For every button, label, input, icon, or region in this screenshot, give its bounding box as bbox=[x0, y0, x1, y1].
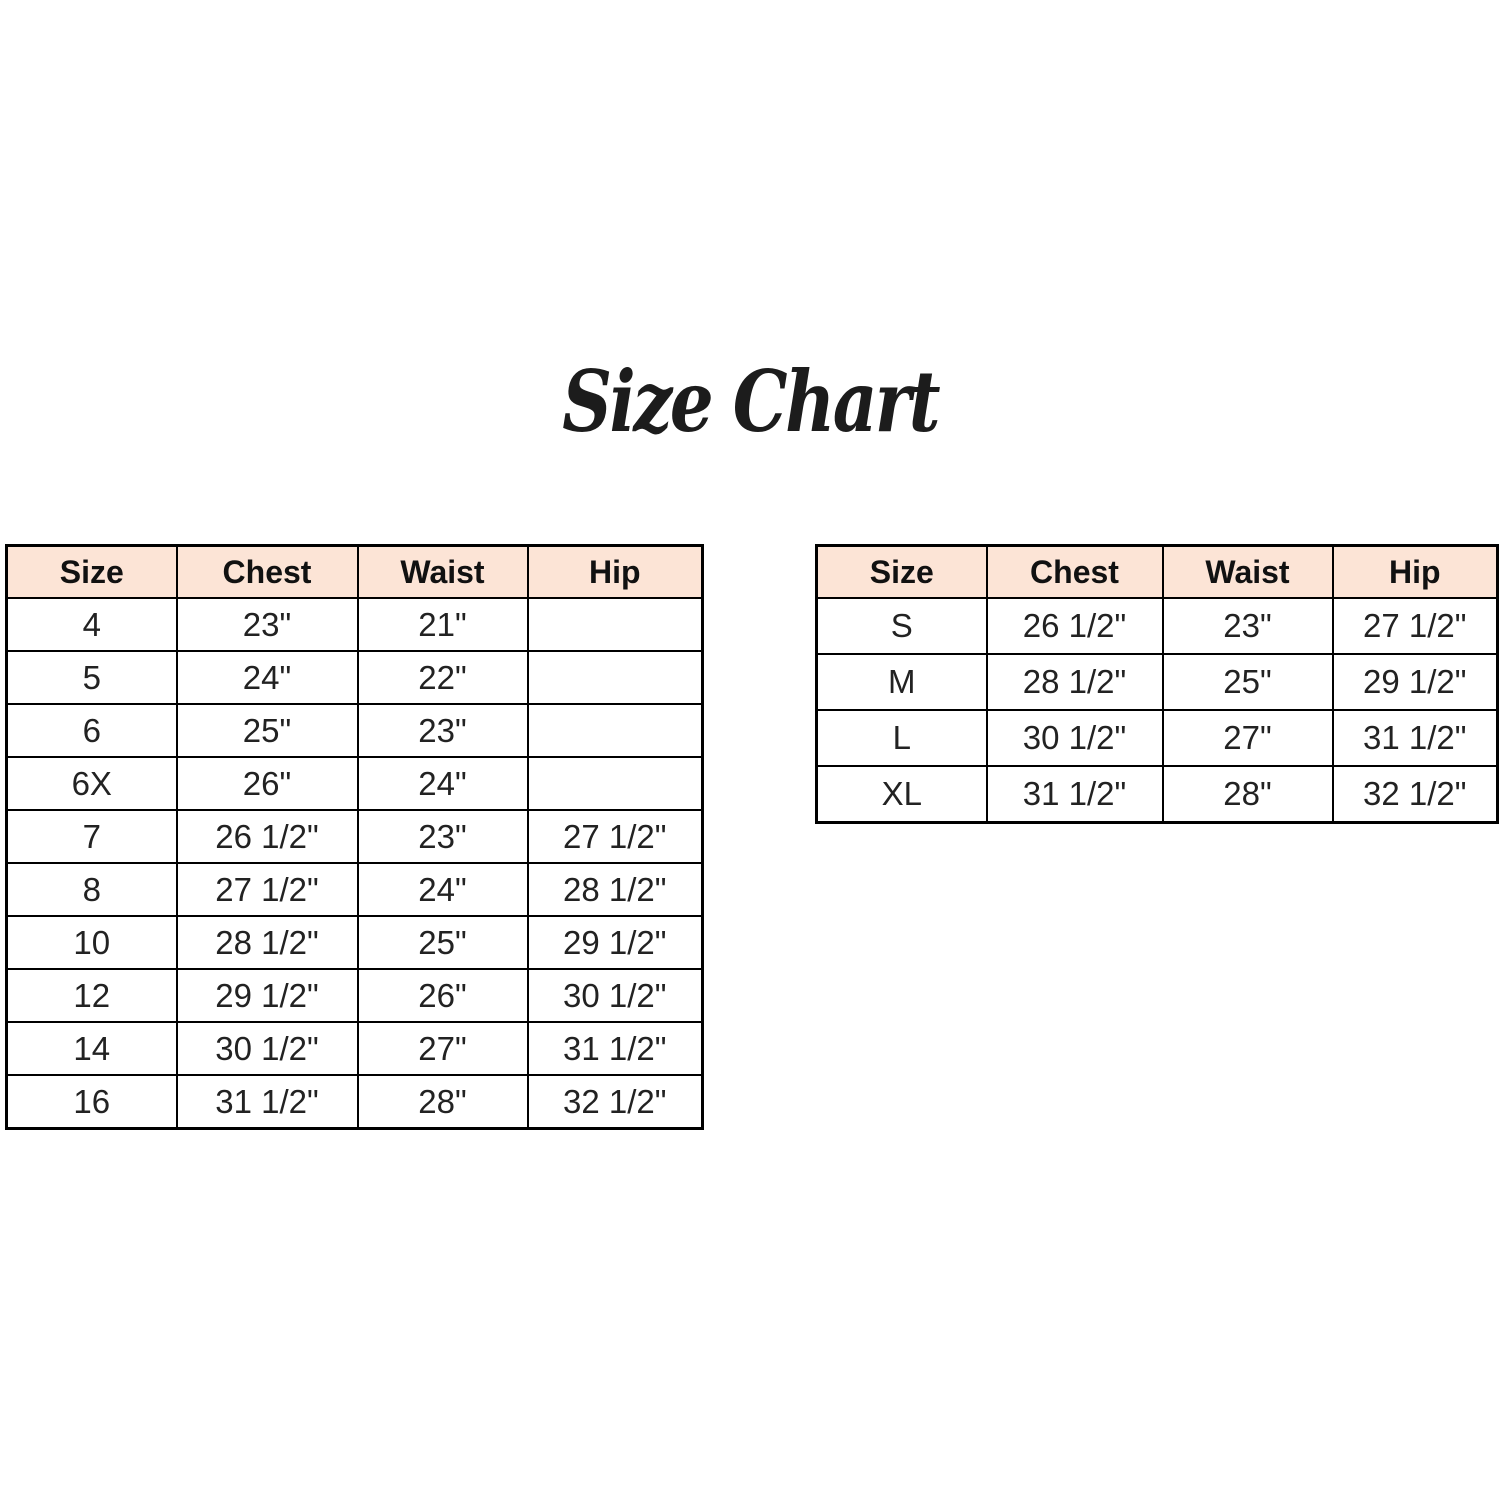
column-header-chest: Chest bbox=[175, 544, 359, 599]
cell-waist: 25" bbox=[1161, 653, 1334, 711]
letter-size-table-body: S 26 1/2" 23" 27 1/2" M 28 1/2" 25" 29 1/2" L 30 … bbox=[815, 597, 1499, 824]
cell-waist: 24" bbox=[356, 756, 529, 811]
cell-hip: 32 1/2" bbox=[526, 1074, 704, 1130]
page-title: Size Chart bbox=[0, 352, 1500, 451]
cell-size: 14 bbox=[5, 1021, 178, 1076]
cell-hip: 27 1/2" bbox=[526, 809, 704, 864]
header-row: Size Chest Waist Hip bbox=[815, 544, 1499, 599]
cell-waist: 24" bbox=[356, 862, 529, 917]
table-row: 16 31 1/2" 28" 32 1/2" bbox=[5, 1074, 704, 1130]
cell-hip: 28 1/2" bbox=[526, 862, 704, 917]
cell-chest: 28 1/2" bbox=[985, 653, 1164, 711]
cell-size: 8 bbox=[5, 862, 178, 917]
header-row: Size Chest Waist Hip bbox=[5, 544, 704, 599]
table-row: L 30 1/2" 27" 31 1/2" bbox=[815, 709, 1499, 767]
cell-chest: 24" bbox=[175, 650, 359, 705]
table-row: M 28 1/2" 25" 29 1/2" bbox=[815, 653, 1499, 711]
cell-size: 7 bbox=[5, 809, 178, 864]
cell-waist: 23" bbox=[356, 809, 529, 864]
cell-waist: 23" bbox=[356, 703, 529, 758]
table-row: 5 24" 22" bbox=[5, 650, 704, 705]
cell-chest: 26 1/2" bbox=[985, 597, 1164, 655]
cell-hip: 30 1/2" bbox=[526, 968, 704, 1023]
numeric-size-table: Size Chest Waist Hip 4 23" 21" 5 24" 22" 6 25" 23" 6… bbox=[5, 544, 704, 1130]
cell-size: 5 bbox=[5, 650, 178, 705]
column-header-waist: Waist bbox=[356, 544, 529, 599]
cell-waist: 21" bbox=[356, 597, 529, 652]
cell-size: L bbox=[815, 709, 988, 767]
cell-size: S bbox=[815, 597, 988, 655]
cell-chest: 26" bbox=[175, 756, 359, 811]
letter-size-table-header: Size Chest Waist Hip bbox=[815, 544, 1499, 599]
table-row: XL 31 1/2" 28" 32 1/2" bbox=[815, 765, 1499, 824]
column-header-size: Size bbox=[5, 544, 178, 599]
column-header-waist: Waist bbox=[1161, 544, 1334, 599]
cell-hip: 31 1/2" bbox=[526, 1021, 704, 1076]
cell-waist: 25" bbox=[356, 915, 529, 970]
cell-size: 16 bbox=[5, 1074, 178, 1130]
page-title-text: Size Chart bbox=[562, 352, 940, 451]
table-row: 6 25" 23" bbox=[5, 703, 704, 758]
column-header-size: Size bbox=[815, 544, 988, 599]
cell-chest: 23" bbox=[175, 597, 359, 652]
cell-waist: 28" bbox=[1161, 765, 1334, 824]
numeric-size-table-body: 4 23" 21" 5 24" 22" 6 25" 23" 6X 26" 24" 7 26 1/2" 23"… bbox=[5, 597, 704, 1130]
cell-chest: 26 1/2" bbox=[175, 809, 359, 864]
cell-hip: 31 1/2" bbox=[1331, 709, 1499, 767]
cell-chest: 31 1/2" bbox=[175, 1074, 359, 1130]
cell-chest: 28 1/2" bbox=[175, 915, 359, 970]
cell-waist: 22" bbox=[356, 650, 529, 705]
cell-hip bbox=[526, 650, 704, 705]
cell-chest: 30 1/2" bbox=[175, 1021, 359, 1076]
cell-chest: 31 1/2" bbox=[985, 765, 1164, 824]
cell-chest: 29 1/2" bbox=[175, 968, 359, 1023]
cell-size: 12 bbox=[5, 968, 178, 1023]
cell-size: 6X bbox=[5, 756, 178, 811]
cell-size: 6 bbox=[5, 703, 178, 758]
cell-hip: 32 1/2" bbox=[1331, 765, 1499, 824]
cell-hip bbox=[526, 756, 704, 811]
cell-hip: 29 1/2" bbox=[1331, 653, 1499, 711]
table-row: 12 29 1/2" 26" 30 1/2" bbox=[5, 968, 704, 1023]
cell-chest: 25" bbox=[175, 703, 359, 758]
table-row: 8 27 1/2" 24" 28 1/2" bbox=[5, 862, 704, 917]
cell-size: XL bbox=[815, 765, 988, 824]
numeric-size-table-header: Size Chest Waist Hip bbox=[5, 544, 704, 599]
column-header-chest: Chest bbox=[985, 544, 1164, 599]
cell-waist: 27" bbox=[1161, 709, 1334, 767]
table-row: 14 30 1/2" 27" 31 1/2" bbox=[5, 1021, 704, 1076]
letter-size-table: Size Chest Waist Hip S 26 1/2" 23" 27 1/2" M 28 … bbox=[815, 544, 1499, 824]
table-row: S 26 1/2" 23" 27 1/2" bbox=[815, 597, 1499, 655]
cell-hip bbox=[526, 703, 704, 758]
table-row: 4 23" 21" bbox=[5, 597, 704, 652]
cell-hip: 29 1/2" bbox=[526, 915, 704, 970]
cell-size: 4 bbox=[5, 597, 178, 652]
cell-waist: 27" bbox=[356, 1021, 529, 1076]
cell-waist: 26" bbox=[356, 968, 529, 1023]
cell-size: M bbox=[815, 653, 988, 711]
cell-chest: 27 1/2" bbox=[175, 862, 359, 917]
table-row: 6X 26" 24" bbox=[5, 756, 704, 811]
table-row: 7 26 1/2" 23" 27 1/2" bbox=[5, 809, 704, 864]
cell-hip bbox=[526, 597, 704, 652]
table-row: 10 28 1/2" 25" 29 1/2" bbox=[5, 915, 704, 970]
cell-hip: 27 1/2" bbox=[1331, 597, 1499, 655]
cell-waist: 28" bbox=[356, 1074, 529, 1130]
cell-size: 10 bbox=[5, 915, 178, 970]
column-header-hip: Hip bbox=[1331, 544, 1499, 599]
cell-waist: 23" bbox=[1161, 597, 1334, 655]
column-header-hip: Hip bbox=[526, 544, 704, 599]
cell-chest: 30 1/2" bbox=[985, 709, 1164, 767]
